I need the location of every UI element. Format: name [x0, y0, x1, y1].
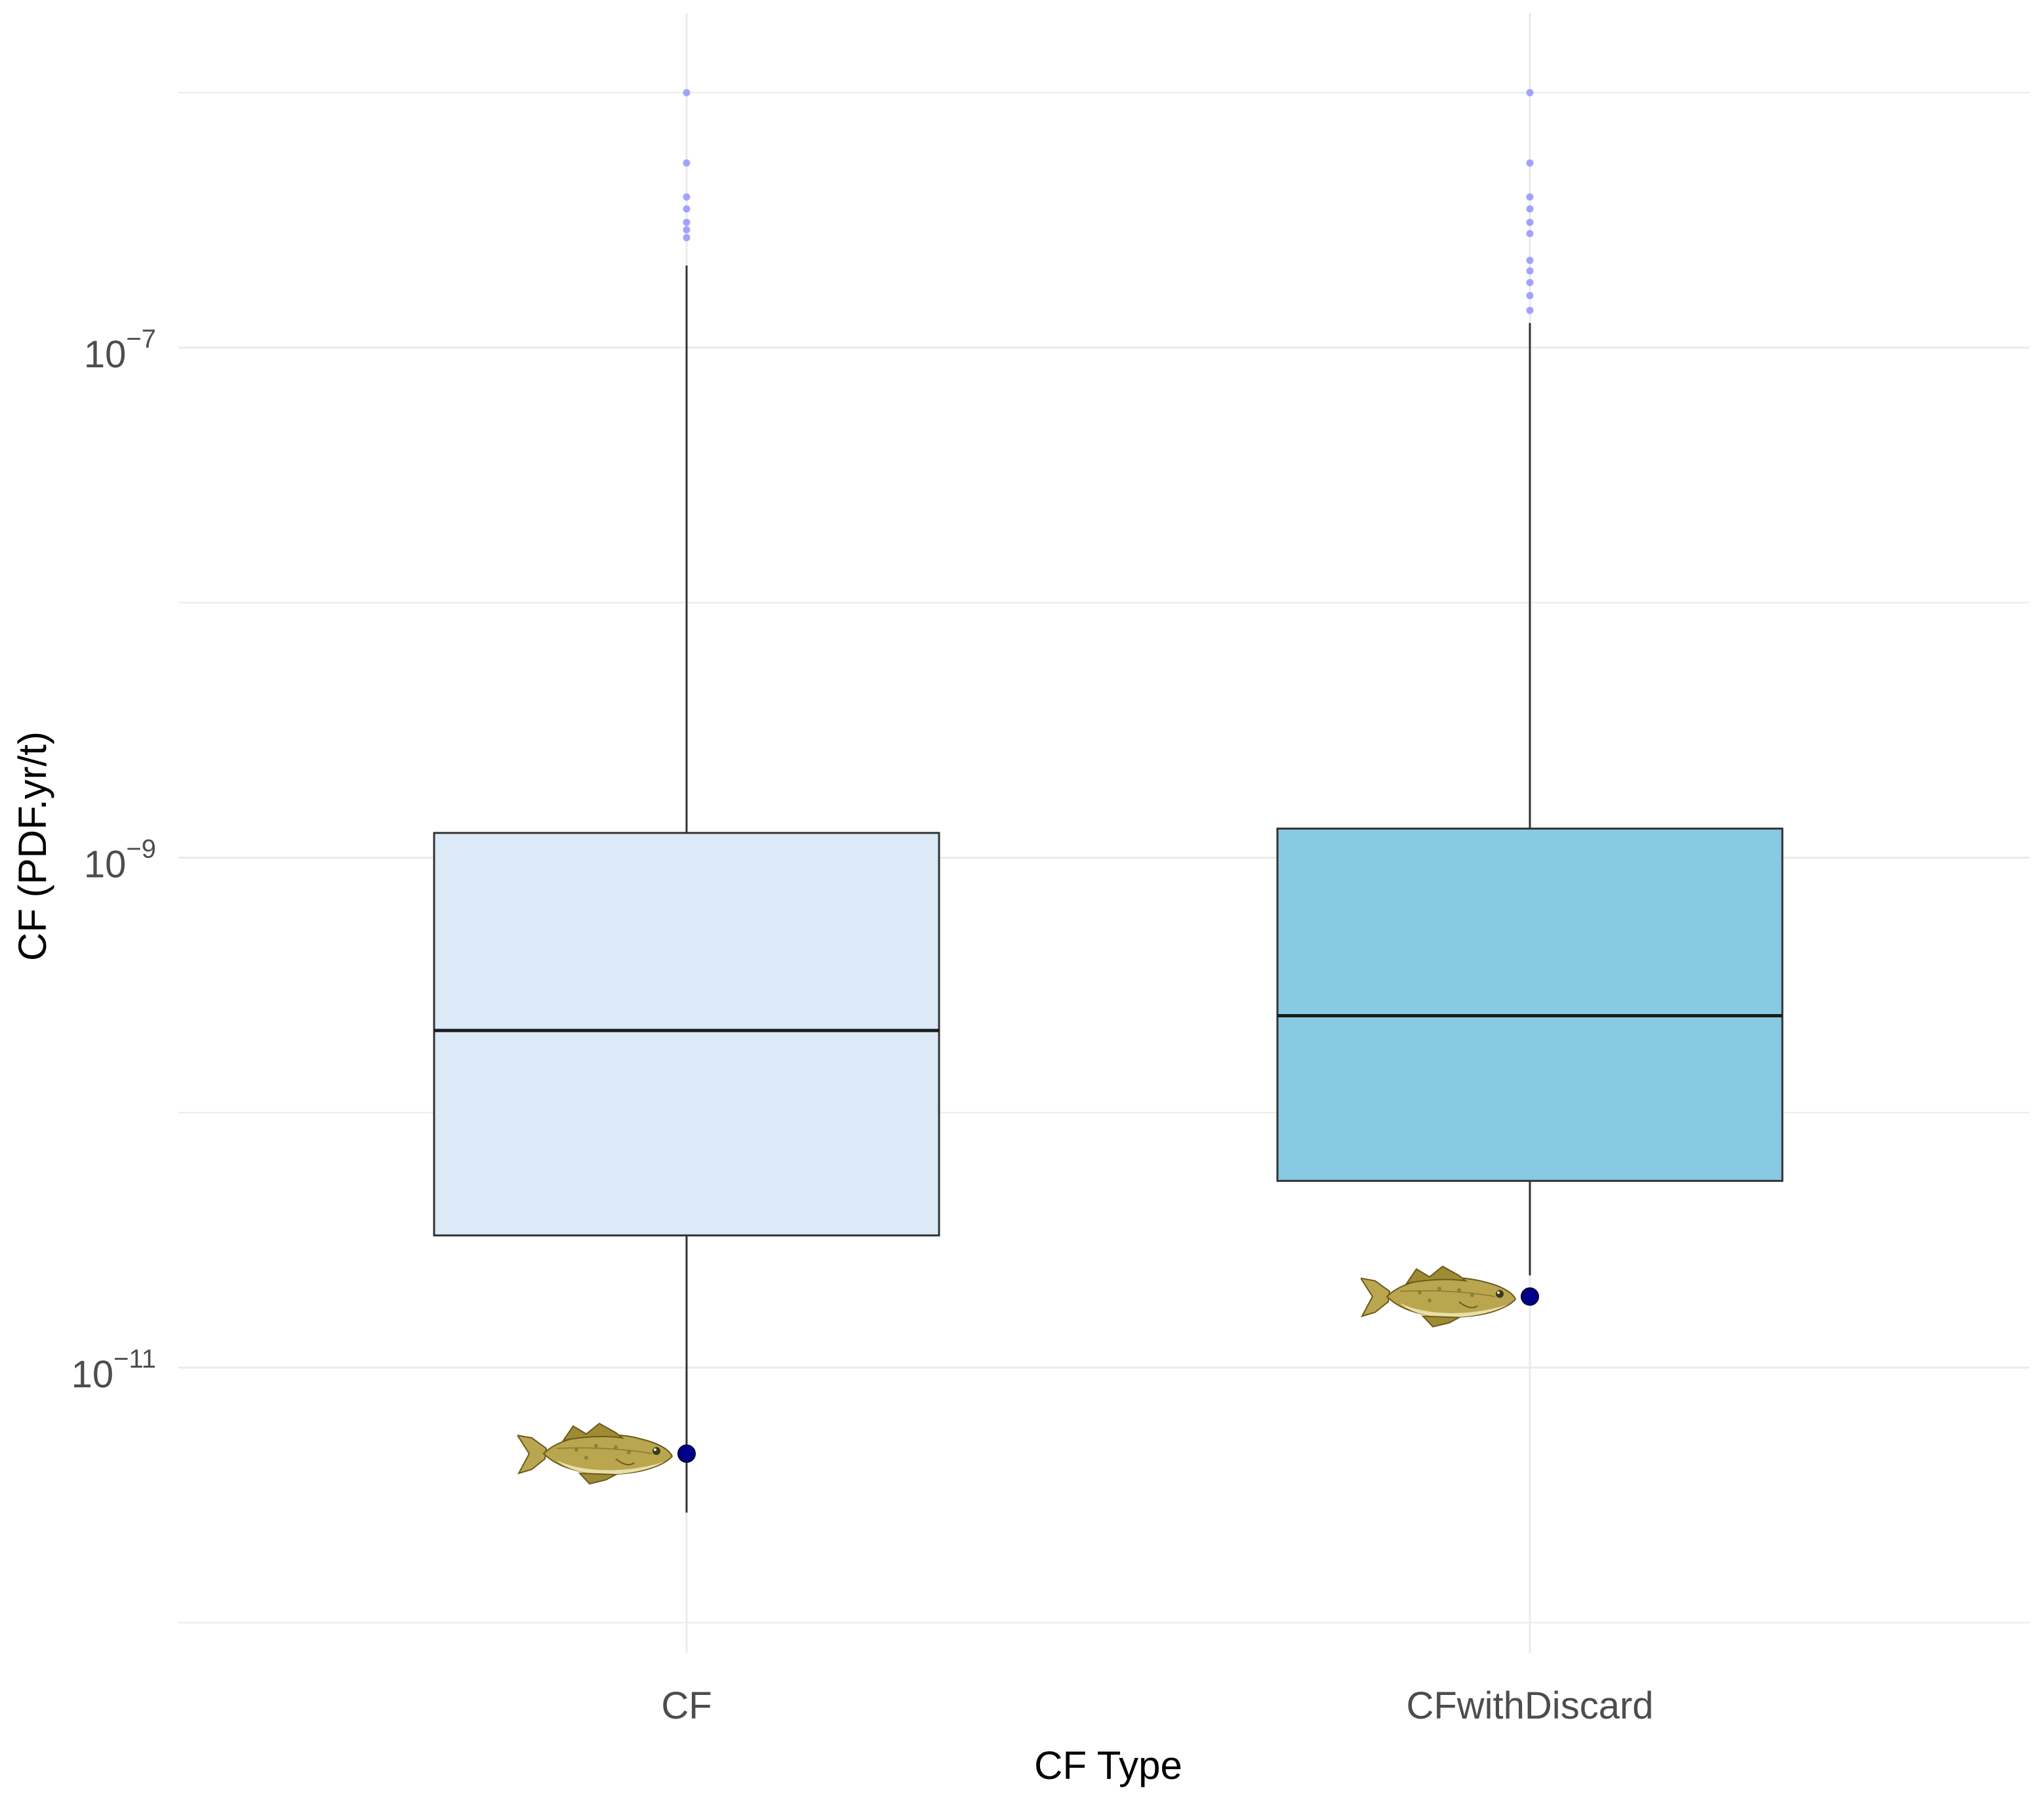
- y-axis-title: CF (PDF.yr/t): [10, 731, 54, 961]
- outlier-point: [1526, 256, 1534, 264]
- box-CF: [433, 89, 940, 1513]
- box-CFwithDiscard: [1276, 89, 1784, 1328]
- outlier-point: [683, 226, 691, 234]
- outlier-point: [683, 234, 691, 241]
- highlight-point: [677, 1444, 696, 1463]
- outlier-point: [1526, 279, 1534, 287]
- x-tick-label: CF: [661, 1684, 711, 1727]
- outlier-point: [1526, 193, 1534, 201]
- outlier-point: [1526, 306, 1534, 314]
- outlier-point: [683, 89, 691, 96]
- x-tick-label: CFwithDiscard: [1406, 1684, 1653, 1727]
- boxes: [433, 89, 1784, 1513]
- axis-ticks: 10−7 10−9 10−11 CF CFwithDiscard: [71, 325, 1654, 1727]
- outlier-point: [1526, 230, 1534, 237]
- outlier-point: [1526, 89, 1534, 96]
- outlier-point: [683, 193, 691, 201]
- outlier-point: [1526, 159, 1534, 167]
- outlier-point: [683, 218, 691, 226]
- highlight-point: [1521, 1287, 1539, 1306]
- fish-icon: [1361, 1265, 1516, 1328]
- box-iqr: [433, 832, 940, 1236]
- outlier-point: [683, 205, 691, 213]
- y-tick-label: 10−7: [84, 325, 156, 376]
- outlier-point: [683, 159, 691, 167]
- outlier-point: [1526, 205, 1534, 213]
- outlier-point: [1526, 267, 1534, 275]
- fish-icon: [517, 1423, 673, 1485]
- y-tick-label: 10−9: [84, 835, 156, 886]
- outlier-point: [1526, 292, 1534, 300]
- y-tick-label: 10−11: [71, 1345, 156, 1396]
- box-iqr: [1276, 827, 1784, 1182]
- outlier-point: [1526, 218, 1534, 226]
- x-axis-title: CF Type: [1034, 1743, 1182, 1787]
